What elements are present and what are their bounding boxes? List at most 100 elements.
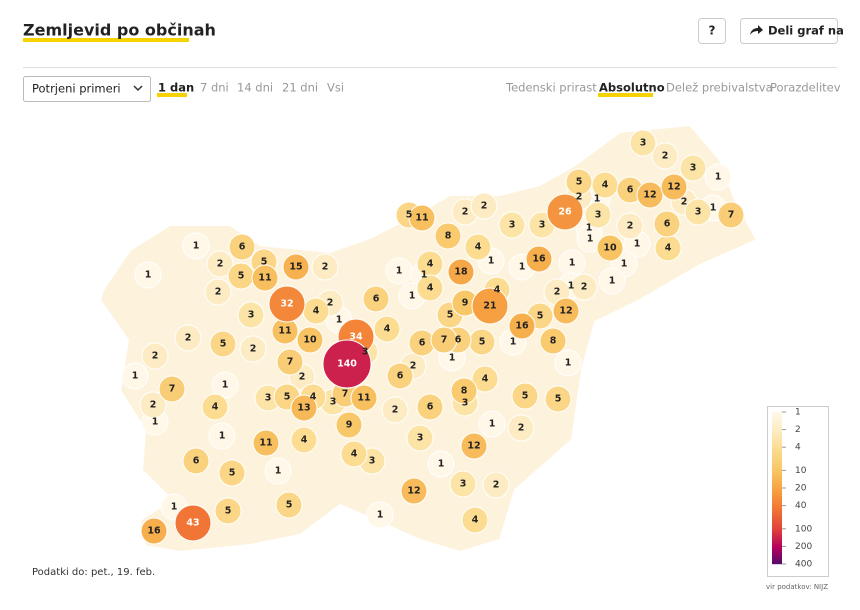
municipality-value: 12 [559,306,572,317]
municipality-value: 11 [259,438,272,449]
period-tab[interactable]: 14 dni [237,81,273,95]
municipality-value: 16 [515,321,529,332]
municipality-value: 2 [481,201,488,212]
municipality-value: 1 [715,172,722,183]
municipality-value: 5 [537,311,544,322]
help-button[interactable] [698,18,726,44]
municipality [525,245,553,273]
municipality-value: 4 [427,283,434,294]
view-tab[interactable]: Absolutno [599,81,665,95]
legend-swatch [772,434,782,437]
legend-swatch [772,440,782,443]
legend-swatch [772,456,782,459]
municipality [460,432,488,460]
municipality [596,234,624,262]
municipality [282,253,310,281]
municipalities [121,129,745,545]
municipality [546,193,584,231]
period-tab[interactable]: 7 dni [200,81,229,95]
legend-tick-label: 20 [795,484,807,494]
municipality [214,497,242,525]
legend-tick-label: 400 [795,560,812,570]
municipality [290,426,318,454]
municipality-value: 16 [532,254,546,265]
municipality [660,173,688,201]
municipality-value: 3 [640,138,647,149]
municipality-value: 3 [595,210,602,221]
view-tab[interactable]: Porazdelitev [770,81,841,95]
municipality [182,447,210,475]
legend-swatch [772,496,782,499]
title-underline [23,38,189,42]
municipality-value: 4 [301,435,308,446]
period-tab[interactable]: Vsi [327,81,344,95]
dropdown[interactable] [23,76,151,102]
municipality [470,192,498,220]
municipality [416,393,444,421]
municipality-value: 5 [522,391,529,402]
municipality-value: 1 [568,281,575,292]
municipality-value: 4 [310,392,317,403]
legend-swatch [772,536,782,539]
municipality-value: 13 [297,403,310,414]
municipality-value: 7 [728,210,735,221]
period-tab[interactable]: 1 dan [158,81,194,95]
view-tab[interactable]: Tedenski prirast [505,81,597,95]
municipality [653,210,681,238]
municipality-value: 10 [603,243,617,254]
municipality [400,477,428,505]
municipality-value: 1 [710,203,717,214]
legend-swatch [772,542,782,545]
municipality-value: 1 [193,241,200,252]
municipality-value: 2 [327,298,334,309]
municipality-value: 6 [664,219,671,230]
municipality [684,198,712,226]
municipality-value: 9 [346,420,353,431]
legend-swatch [772,488,782,491]
municipality-value: 2 [217,259,224,270]
municipality [158,375,186,403]
municipality-value: 4 [351,449,358,460]
municipality-value: 5 [229,468,236,479]
footer-date: Podatki do: pet., 19. feb. [32,567,155,578]
legend-swatch [772,550,782,553]
municipality-value: 1 [594,194,601,205]
municipality [174,504,212,542]
legend-swatch [772,522,782,525]
municipality-value: 1 [152,417,159,428]
legend-swatch [772,506,782,509]
municipality [134,261,162,289]
municipality-value: 1 [145,270,152,281]
municipality [139,391,167,419]
legend-swatch [772,448,782,451]
legend-swatch [772,544,782,547]
municipality [140,517,168,545]
legend-swatch [772,494,782,497]
legend-tick-label: 2 [795,425,801,435]
municipality-value: 1 [569,258,576,269]
legend-swatch [772,430,782,433]
legend-swatch [772,524,782,527]
view-tab[interactable]: Delež prebivalstva [666,81,773,95]
legend-swatch [772,546,782,549]
municipality [482,471,510,499]
share-icon [750,25,763,35]
legend-swatch [772,484,782,487]
municipality-value: 5 [284,392,291,403]
municipality-value: 2 [554,287,561,298]
legend-swatch [772,490,782,493]
legend-swatch [772,472,782,475]
municipality [570,273,598,301]
legend-swatch [772,556,782,559]
municipality [141,342,169,370]
legend-swatch [772,530,782,533]
municipality [366,501,394,529]
municipality-value: 1 [449,353,456,364]
municipality-value: 3 [248,310,255,321]
municipality [252,429,280,457]
legend-swatch [772,424,782,427]
municipality [598,267,626,295]
period-tab[interactable]: 21 dni [282,81,318,95]
share-button[interactable] [740,18,838,44]
municipality-value: 2 [662,151,669,162]
